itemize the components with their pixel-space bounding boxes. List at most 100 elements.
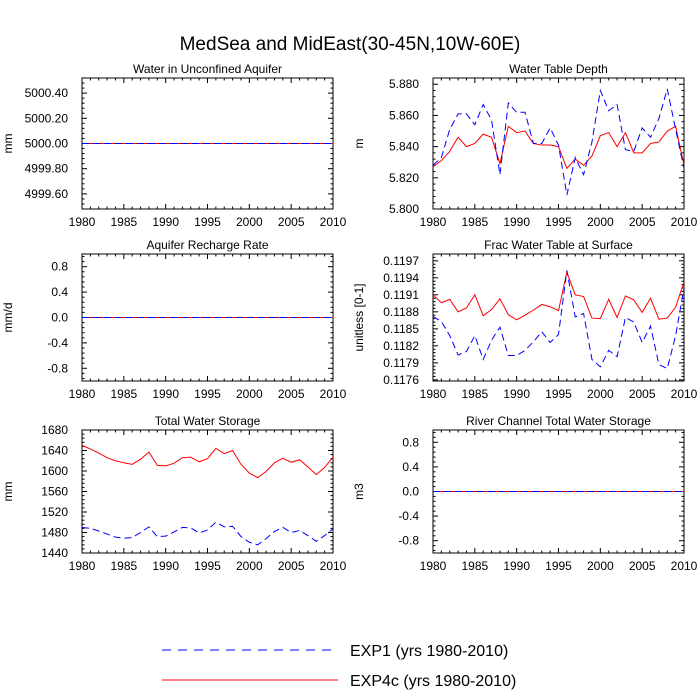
x-tick-label: 1990 [152, 387, 179, 401]
x-tick-label: 1990 [503, 215, 530, 229]
y-tick-label: 0.8 [402, 435, 419, 449]
y-tick-label: 0.1179 [383, 356, 419, 370]
series-line-exp1-frac-water-table [432, 270, 685, 370]
x-tick-label: 2000 [236, 559, 263, 573]
x-tick-label: 1990 [503, 559, 530, 573]
y-axis-label-water-table-depth: m [352, 139, 366, 149]
panel-total-water-storage: Total Water Storage 1980 1985 1990 1995 2000 2… [1, 414, 347, 573]
plot-frame-total-water-storage [81, 429, 334, 554]
x-tick-label: 2000 [236, 215, 263, 229]
y-axis-label-total-water-storage: mm [1, 482, 15, 502]
y-tick-label: 5.880 [389, 77, 419, 91]
y-tick-label: -0.8 [47, 361, 68, 375]
series-line-exp1-water-table-depth [432, 88, 685, 196]
x-tick-label: 2010 [320, 215, 347, 229]
y-tick-label: 0.8 [51, 260, 68, 274]
panels: Water in Unconfined Aquifer 1980 1985 1990 1… [1, 62, 698, 573]
x-tick-label: 2005 [629, 215, 656, 229]
x-tick-label: 1985 [110, 387, 137, 401]
x-tick-label: 2005 [278, 559, 305, 573]
y-tick-label: 0.1182 [383, 339, 419, 353]
y-axis-label-aquifer-recharge-rate: mm/d [1, 303, 15, 333]
y-tick-label: 1520 [41, 505, 68, 519]
panel-title-river-channel-storage: River Channel Total Water Storage [466, 414, 651, 428]
legend-exp1-label: EXP1 (yrs 1980-2010) [350, 643, 508, 660]
y-tick-label: 5.840 [389, 140, 419, 154]
x-tick-label: 1980 [420, 559, 447, 573]
y-tick-label: -0.8 [398, 534, 419, 548]
y-tick-label: 5.860 [389, 108, 419, 122]
panel-title-water-unconfined-aquifer: Water in Unconfined Aquifer [133, 62, 282, 76]
y-axis-label-frac-water-table: unitless [0-1] [352, 283, 366, 351]
y-tick-label: 0.1176 [383, 373, 419, 387]
y-tick-label: 1440 [41, 546, 68, 560]
x-tick-label: 2010 [671, 215, 698, 229]
x-tick-label: 2010 [671, 559, 698, 573]
panel-title-frac-water-table: Frac Water Table at Surface [484, 238, 633, 252]
y-tick-label: 0.1188 [383, 305, 419, 319]
y-tick-label: 1560 [41, 485, 68, 499]
y-tick-label: -0.4 [398, 509, 419, 523]
x-tick-label: 1985 [110, 215, 137, 229]
x-tick-label: 1995 [194, 559, 221, 573]
x-tick-label: 1980 [420, 215, 447, 229]
panel-water-table-depth: Water Table Depth 1980 1985 1990 1995 2000 200… [352, 62, 698, 229]
x-tick-label: 1995 [545, 559, 572, 573]
x-tick-label: 1985 [461, 215, 488, 229]
x-tick-label: 2005 [278, 215, 305, 229]
x-tick-label: 1995 [545, 387, 572, 401]
x-tick-label: 1995 [545, 215, 572, 229]
y-tick-label: 5000.20 [25, 111, 69, 125]
y-tick-label: 0.1197 [383, 254, 419, 268]
x-tick-label: 2000 [587, 559, 614, 573]
panel-frac-water-table: Frac Water Table at Surface 1980 1985 1990 1… [352, 238, 698, 401]
series-line-exp4c-total-water-storage [81, 444, 334, 479]
x-tick-label: 2000 [236, 387, 263, 401]
panel-title-total-water-storage: Total Water Storage [155, 414, 261, 428]
series-line-exp4c-frac-water-table [432, 270, 685, 321]
x-tick-label: 1985 [461, 387, 488, 401]
legend: EXP1 (yrs 1980-2010) EXP4c (yrs 1980-201… [162, 643, 516, 690]
x-tick-label: 1980 [69, 215, 96, 229]
panel-aquifer-recharge-rate: Aquifer Recharge Rate 1980 1985 1990 1995 200… [1, 238, 347, 401]
x-tick-label: 2010 [320, 559, 347, 573]
x-tick-label: 1980 [420, 387, 447, 401]
y-axis-label-water-unconfined-aquifer: mm [1, 134, 15, 154]
y-axis-label-river-channel-storage: m3 [352, 483, 366, 500]
y-tick-label: 1600 [41, 464, 68, 478]
y-tick-label: 5.820 [389, 171, 419, 185]
x-tick-label: 1980 [69, 387, 96, 401]
x-tick-label: 2005 [629, 387, 656, 401]
x-tick-label: 2005 [629, 559, 656, 573]
plot-frame-frac-water-table [432, 253, 685, 382]
y-tick-label: 0.1185 [383, 322, 419, 336]
x-tick-label: 1990 [152, 559, 179, 573]
y-tick-label: 1640 [41, 444, 68, 458]
series-line-exp4c-water-table-depth [432, 125, 685, 170]
x-tick-label: 1990 [503, 387, 530, 401]
x-tick-label: 2000 [587, 215, 614, 229]
x-tick-label: 2000 [587, 387, 614, 401]
legend-exp4c-label: EXP4c (yrs 1980-2010) [350, 673, 516, 690]
series-line-exp1-total-water-storage [81, 521, 334, 546]
y-tick-label: 0.4 [51, 285, 68, 299]
y-tick-label: 4999.60 [25, 187, 69, 201]
x-tick-label: 1995 [194, 215, 221, 229]
x-tick-label: 1985 [110, 559, 137, 573]
y-tick-label: 1480 [41, 526, 68, 540]
x-tick-label: 1990 [152, 215, 179, 229]
x-tick-label: 2010 [671, 387, 698, 401]
y-tick-label: 0.0 [402, 485, 419, 499]
x-tick-label: 1985 [461, 559, 488, 573]
y-tick-label: 5.800 [389, 202, 419, 216]
panel-title-aquifer-recharge-rate: Aquifer Recharge Rate [146, 238, 268, 252]
y-tick-label: 0.1194 [383, 271, 419, 285]
panel-river-channel-storage: River Channel Total Water Storage 1980 198… [352, 414, 698, 573]
plot-frame-water-table-depth [432, 77, 685, 210]
x-tick-label: 1995 [194, 387, 221, 401]
panel-water-unconfined-aquifer: Water in Unconfined Aquifer 1980 1985 1990 1… [1, 62, 347, 229]
y-tick-label: 4999.80 [25, 162, 69, 176]
x-tick-label: 2010 [320, 387, 347, 401]
x-tick-label: 1980 [69, 559, 96, 573]
